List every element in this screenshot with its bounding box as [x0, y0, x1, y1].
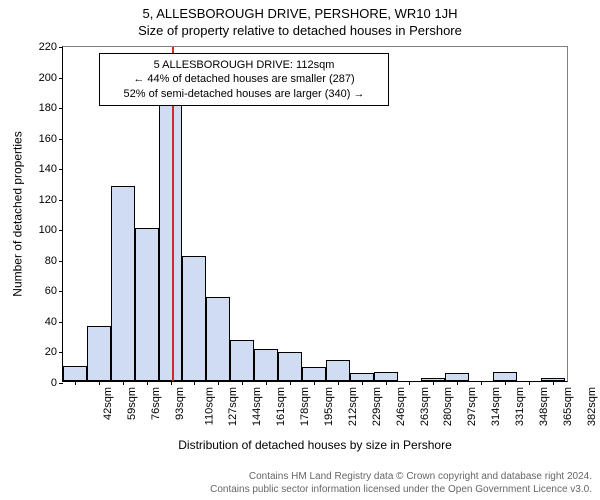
- x-tick-mark: [266, 381, 267, 385]
- y-axis-title: Number of detached properties: [10, 46, 26, 382]
- x-tick-label: 76sqm: [150, 387, 162, 420]
- x-axis-title: Distribution of detached houses by size …: [62, 438, 568, 452]
- y-tick-mark: [59, 322, 63, 323]
- x-tick-mark: [194, 381, 195, 385]
- chart-container: 02040608010012014016018020022042sqm59sqm…: [62, 46, 568, 382]
- x-tick-mark: [338, 381, 339, 385]
- x-tick-mark: [433, 381, 434, 385]
- histogram-bar: [230, 340, 254, 381]
- y-tick-mark: [59, 108, 63, 109]
- x-tick-label: 144sqm: [251, 387, 263, 426]
- histogram-bar: [182, 256, 206, 381]
- x-tick-mark: [75, 381, 76, 385]
- y-tick-mark: [59, 261, 63, 262]
- annotation-box: 5 ALLESBOROUGH DRIVE: 112sqm← 44% of det…: [99, 53, 389, 106]
- x-tick-label: 365sqm: [562, 387, 574, 426]
- histogram-bar: [135, 228, 159, 381]
- plot-area: 02040608010012014016018020022042sqm59sqm…: [62, 46, 568, 382]
- x-tick-mark: [314, 381, 315, 385]
- histogram-bar: [445, 373, 469, 381]
- y-tick-mark: [59, 291, 63, 292]
- x-tick-mark: [218, 381, 219, 385]
- histogram-bar: [63, 366, 87, 381]
- x-tick-mark: [457, 381, 458, 385]
- x-tick-label: 382sqm: [586, 387, 598, 426]
- x-tick-label: 297sqm: [467, 387, 479, 426]
- x-tick-label: 314sqm: [490, 387, 502, 426]
- y-tick-mark: [59, 352, 63, 353]
- footer-attribution: Contains HM Land Registry data © Crown c…: [210, 471, 592, 496]
- histogram-bar: [493, 372, 517, 381]
- x-tick-mark: [99, 381, 100, 385]
- y-axis-label-text: Number of detached properties: [11, 131, 25, 296]
- histogram-bar: [326, 360, 350, 381]
- x-tick-mark: [123, 381, 124, 385]
- footer-line-1: Contains HM Land Registry data © Crown c…: [210, 471, 592, 484]
- x-tick-label: 161sqm: [275, 387, 287, 426]
- histogram-bar: [374, 372, 398, 381]
- histogram-bar: [278, 352, 302, 381]
- histogram-bar: [254, 349, 278, 381]
- y-tick-mark: [59, 383, 63, 384]
- y-tick-mark: [59, 47, 63, 48]
- x-tick-label: 348sqm: [538, 387, 550, 426]
- x-tick-label: 127sqm: [228, 387, 240, 426]
- y-tick-mark: [59, 230, 63, 231]
- x-tick-label: 280sqm: [443, 387, 455, 426]
- y-tick-mark: [59, 139, 63, 140]
- y-tick-mark: [59, 78, 63, 79]
- histogram-bar: [350, 373, 374, 381]
- histogram-bar: [302, 367, 326, 381]
- x-tick-mark: [362, 381, 363, 385]
- footer-line-2: Contains public sector information licen…: [210, 484, 592, 497]
- x-tick-label: 93sqm: [174, 387, 186, 420]
- page-title-sub: Size of property relative to detached ho…: [0, 23, 600, 38]
- x-tick-label: 229sqm: [371, 387, 383, 426]
- page-title-address: 5, ALLESBOROUGH DRIVE, PERSHORE, WR10 1J…: [0, 6, 600, 21]
- x-tick-mark: [171, 381, 172, 385]
- x-tick-mark: [409, 381, 410, 385]
- histogram-bar: [206, 297, 230, 381]
- x-tick-mark: [529, 381, 530, 385]
- y-tick-mark: [59, 169, 63, 170]
- annotation-line-2: ← 44% of detached houses are smaller (28…: [108, 72, 380, 86]
- x-tick-mark: [242, 381, 243, 385]
- annotation-line-1: 5 ALLESBOROUGH DRIVE: 112sqm: [108, 58, 380, 72]
- x-tick-label: 246sqm: [395, 387, 407, 426]
- x-tick-label: 178sqm: [299, 387, 311, 426]
- x-tick-mark: [505, 381, 506, 385]
- x-tick-label: 59sqm: [126, 387, 138, 420]
- x-tick-label: 212sqm: [347, 387, 359, 426]
- x-tick-label: 263sqm: [419, 387, 431, 426]
- x-tick-label: 110sqm: [203, 387, 215, 425]
- x-tick-mark: [553, 381, 554, 385]
- x-tick-label: 195sqm: [323, 387, 335, 426]
- x-tick-mark: [481, 381, 482, 385]
- histogram-bar: [159, 102, 183, 381]
- x-tick-label: 42sqm: [102, 387, 114, 420]
- y-tick-mark: [59, 200, 63, 201]
- x-tick-mark: [147, 381, 148, 385]
- x-tick-mark: [290, 381, 291, 385]
- annotation-line-3: 52% of semi-detached houses are larger (…: [108, 87, 380, 101]
- histogram-bar: [87, 326, 111, 381]
- x-tick-label: 331sqm: [514, 387, 526, 426]
- x-tick-mark: [386, 381, 387, 385]
- histogram-bar: [111, 186, 135, 381]
